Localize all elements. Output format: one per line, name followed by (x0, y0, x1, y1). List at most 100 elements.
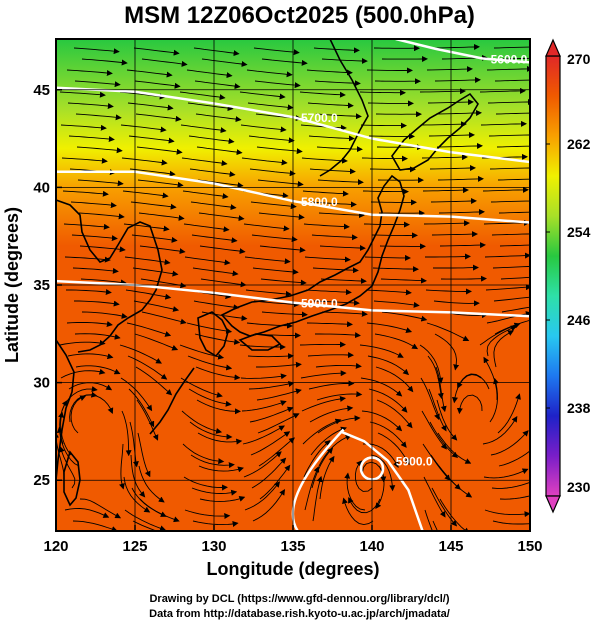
streamline (485, 284, 530, 291)
streamline (64, 256, 111, 263)
streamline (501, 306, 530, 313)
streamline (199, 495, 246, 502)
streamline (126, 69, 173, 78)
streamline (249, 168, 296, 177)
streamline (354, 460, 373, 492)
streamline (121, 410, 132, 457)
streamline (184, 256, 231, 266)
streamline (187, 102, 234, 112)
streamline (426, 66, 473, 73)
streamline (430, 198, 477, 204)
streamline (371, 232, 418, 239)
streamline (241, 400, 287, 412)
streamline (64, 508, 110, 518)
streamline (192, 267, 239, 277)
streamline (486, 65, 530, 72)
x-tick-label: 125 (122, 538, 147, 555)
streamline (252, 489, 286, 522)
streamline (370, 454, 396, 492)
streamline (182, 190, 229, 200)
streamline (439, 242, 486, 249)
streamline (436, 143, 483, 149)
streamline (183, 223, 230, 233)
streamline (433, 44, 480, 50)
streamline (182, 443, 225, 465)
streamline (434, 333, 460, 371)
streamline (361, 410, 403, 432)
streamline (321, 310, 368, 317)
streamline (133, 300, 180, 312)
streamline (130, 454, 146, 498)
streamline (71, 234, 118, 242)
streamline (484, 509, 530, 518)
streamline (303, 223, 350, 230)
streamline (59, 339, 106, 346)
streamline (248, 381, 295, 390)
streamline (76, 146, 123, 154)
streamline (366, 322, 413, 333)
streamline (59, 91, 106, 98)
streamline (376, 399, 413, 429)
streamline (245, 289, 292, 297)
streamline (433, 264, 479, 271)
streamline (499, 495, 530, 500)
streamline (423, 220, 470, 227)
streamline (136, 146, 183, 155)
streamline (70, 201, 117, 209)
streamline (139, 498, 180, 523)
streamline (319, 455, 335, 500)
streamline (432, 520, 439, 531)
streamline (137, 432, 151, 478)
streamline (69, 391, 98, 423)
streamline (74, 300, 120, 307)
streamline (362, 443, 399, 468)
streamline (304, 466, 320, 511)
streamline (188, 135, 235, 145)
streamline (67, 353, 114, 360)
streamline (257, 179, 304, 187)
streamline (366, 67, 413, 74)
streamline (78, 212, 125, 220)
y-tick-label: 25 (33, 472, 50, 489)
streamline (257, 413, 300, 434)
streamline (129, 421, 139, 468)
streamline (433, 300, 480, 307)
streamline (188, 388, 232, 407)
streamline (250, 431, 291, 456)
streamline (493, 46, 530, 49)
streamline (299, 91, 346, 98)
streamline (184, 509, 231, 519)
streamline (438, 465, 473, 498)
streamline (421, 410, 447, 450)
streamline (313, 299, 360, 306)
contour-label: 5600.0 (491, 53, 528, 67)
credit-drawing: Drawing by DCL (https://www.gfd-dennou.o… (149, 593, 450, 605)
streamline (303, 440, 331, 478)
streamline (133, 47, 180, 56)
streamline (261, 311, 308, 318)
colorbar-tick-label: 254 (567, 224, 591, 240)
streamline (247, 353, 294, 360)
streamline (192, 520, 239, 527)
streamline (304, 256, 351, 263)
streamline (300, 124, 347, 131)
streamline (489, 377, 499, 423)
streamline (429, 421, 459, 459)
streamline (483, 468, 529, 479)
streamline (456, 394, 483, 415)
x-tick-label: 130 (201, 538, 226, 555)
streamline (250, 201, 297, 210)
streamline (427, 99, 474, 106)
coastline-shikoku (238, 333, 282, 351)
streamline (486, 311, 530, 324)
streamline (138, 212, 185, 221)
streamline (196, 146, 243, 156)
streamline (315, 113, 362, 120)
streamline (361, 155, 408, 162)
streamline (437, 175, 484, 182)
colorbar-tick-label: 270 (567, 51, 591, 67)
streamline (190, 201, 237, 211)
streamline (315, 362, 362, 369)
coastline-sakhalin-russia (319, 39, 369, 177)
streamline (242, 425, 285, 445)
